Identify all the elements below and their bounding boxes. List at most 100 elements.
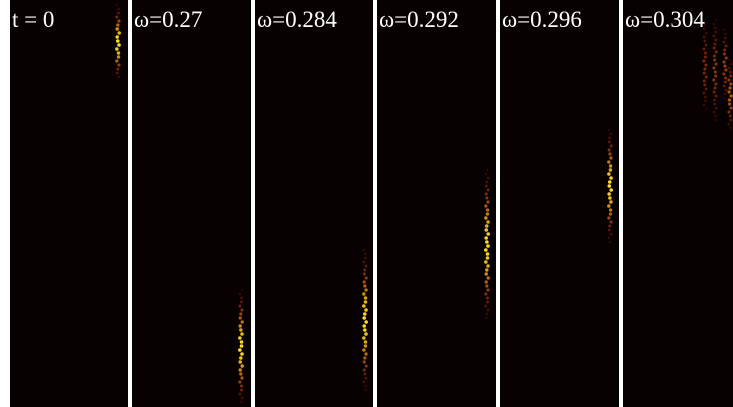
spot <box>486 168 489 172</box>
spot <box>363 372 367 376</box>
spot <box>115 27 119 31</box>
spot <box>116 67 120 71</box>
spot <box>703 39 707 43</box>
spot <box>714 114 717 118</box>
spot <box>485 256 490 260</box>
spot <box>116 23 120 27</box>
spot <box>608 196 612 200</box>
spot <box>607 172 611 176</box>
spot <box>714 30 717 34</box>
spot <box>729 82 733 86</box>
spot <box>485 268 489 272</box>
panel-label: ω=0.27 <box>134 7 202 32</box>
spot <box>712 90 716 94</box>
spot <box>729 62 733 66</box>
spot <box>362 336 366 340</box>
spot <box>486 276 490 280</box>
spot <box>363 312 367 316</box>
spot <box>727 78 731 82</box>
spot <box>364 364 368 368</box>
spot <box>727 122 731 126</box>
spot <box>238 360 242 364</box>
spot <box>702 103 706 107</box>
spot <box>714 18 718 22</box>
spot <box>703 83 707 87</box>
spot <box>704 99 707 103</box>
spot <box>722 40 726 44</box>
spot <box>722 72 726 76</box>
spot <box>607 140 611 144</box>
spot <box>727 98 732 102</box>
spot <box>712 66 716 70</box>
spot <box>363 344 368 348</box>
spot <box>117 31 121 35</box>
spot <box>362 304 366 308</box>
spot <box>712 98 716 102</box>
spot <box>609 156 613 160</box>
spot <box>723 96 726 100</box>
spot <box>608 224 612 228</box>
spot <box>240 364 244 368</box>
spot <box>362 348 366 352</box>
spot <box>702 47 706 51</box>
spot <box>238 316 242 320</box>
panel-label: ω=0.292 <box>379 7 459 32</box>
spot <box>607 216 611 220</box>
spot <box>486 288 490 292</box>
spot <box>723 48 727 52</box>
spot <box>723 64 727 68</box>
spot <box>240 352 244 356</box>
panel-image <box>377 0 496 407</box>
spot <box>239 340 244 344</box>
spot <box>364 320 368 324</box>
spot <box>239 372 243 376</box>
spot <box>713 86 717 90</box>
spot <box>702 59 706 63</box>
spot <box>607 192 611 196</box>
spot <box>728 70 732 74</box>
spot <box>704 51 707 55</box>
spot <box>364 276 368 280</box>
spot <box>484 272 488 276</box>
spot <box>723 80 727 84</box>
spot <box>712 78 716 82</box>
spot <box>117 19 121 23</box>
spot <box>484 304 488 308</box>
spot <box>485 196 489 200</box>
panel: ω=0.304 <box>623 0 733 407</box>
spot <box>363 328 367 332</box>
spot <box>362 280 366 284</box>
panel: ω=0.27 <box>132 0 251 407</box>
spot <box>608 168 613 172</box>
spot <box>703 23 707 27</box>
panel-image <box>255 0 373 407</box>
panel: t = 0 <box>10 0 128 407</box>
spot <box>362 260 366 264</box>
spot <box>703 67 707 71</box>
spot <box>724 68 728 72</box>
spot <box>117 75 121 79</box>
panel: ω=0.284 <box>255 0 373 407</box>
spot <box>363 296 368 300</box>
spot <box>607 204 611 208</box>
spot <box>607 236 611 240</box>
spot <box>364 252 367 256</box>
panel-image <box>623 0 733 407</box>
spot <box>702 91 706 95</box>
spot <box>486 200 490 204</box>
spot <box>486 176 490 180</box>
spot <box>240 376 244 380</box>
spot <box>714 94 718 98</box>
spot <box>362 248 366 252</box>
spot <box>364 376 368 380</box>
spot <box>712 110 716 114</box>
spot <box>607 160 611 164</box>
panel-image <box>10 0 128 407</box>
spot <box>115 47 119 51</box>
spot <box>704 75 708 79</box>
spot <box>714 26 717 30</box>
spot <box>607 128 611 132</box>
spot <box>729 118 733 122</box>
spot <box>729 94 733 98</box>
spot <box>704 63 708 67</box>
